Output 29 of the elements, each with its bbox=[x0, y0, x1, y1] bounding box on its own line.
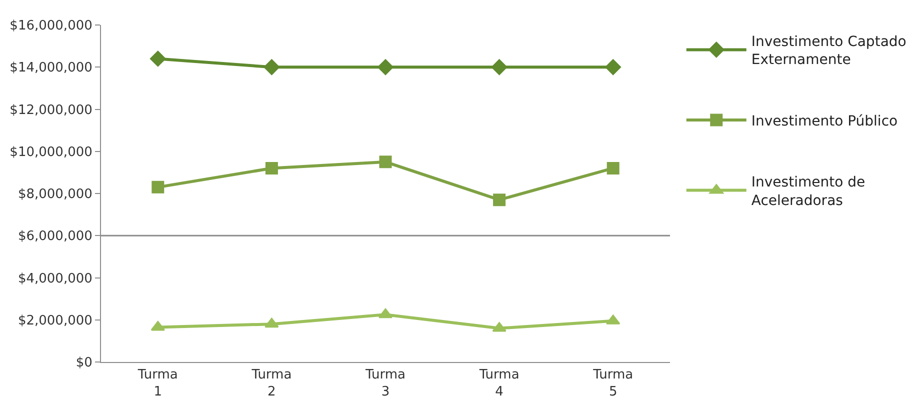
y-tick-label: $6,000,000 bbox=[18, 229, 92, 244]
y-tick-label: $8,000,000 bbox=[18, 187, 92, 202]
point bbox=[150, 50, 166, 67]
point bbox=[378, 59, 394, 76]
point bbox=[491, 59, 508, 76]
y-tick-label: $0 bbox=[76, 356, 92, 371]
point bbox=[606, 162, 620, 174]
legend-label: Investimento de Aceleradoras bbox=[751, 174, 866, 209]
point bbox=[379, 156, 392, 168]
y-tick-label: $12,000,000 bbox=[10, 102, 92, 118]
x-tick-label: Turma 5 bbox=[592, 368, 634, 400]
x-tick-label: Turma 4 bbox=[478, 368, 520, 400]
y-tick-label: $4,000,000 bbox=[18, 271, 92, 286]
point bbox=[264, 59, 280, 76]
point bbox=[605, 59, 621, 76]
y-tick-label: $14,000,000 bbox=[10, 60, 92, 76]
point bbox=[265, 162, 278, 174]
point bbox=[152, 180, 164, 194]
x-tick-label: Turma 1 bbox=[136, 368, 178, 400]
point bbox=[493, 194, 506, 206]
legend-label: Investimento Público bbox=[751, 113, 898, 130]
y-tick-label: $10,000,000 bbox=[10, 144, 92, 160]
legend-label: Investimento Captado Externamente bbox=[751, 34, 906, 68]
y-tick-label: $2,000,000 bbox=[18, 313, 92, 328]
point bbox=[378, 308, 393, 318]
point bbox=[264, 318, 279, 328]
x-tick-label: Turma 3 bbox=[364, 368, 406, 400]
y-tick-label: $16,000,000 bbox=[10, 18, 92, 34]
x-tick-label: Turma 2 bbox=[250, 368, 292, 400]
